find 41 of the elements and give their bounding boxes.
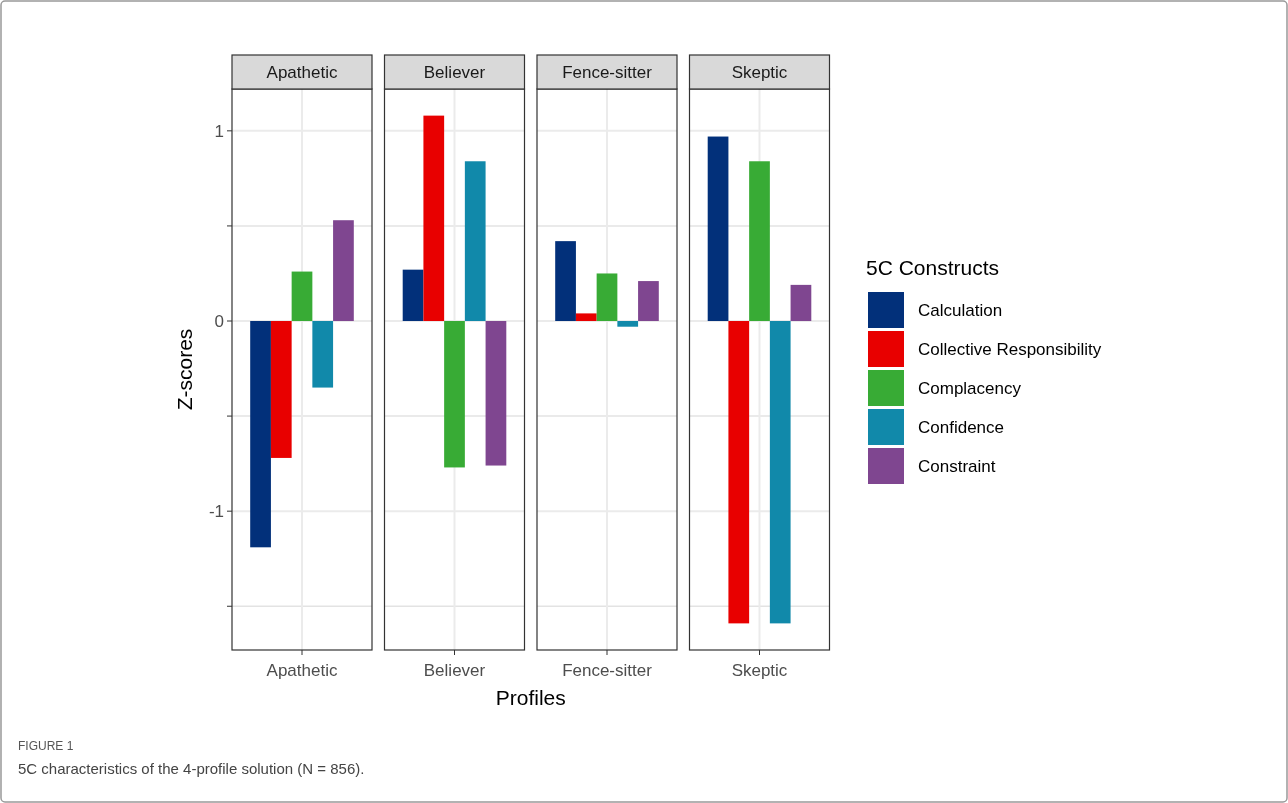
bar [402, 269, 424, 322]
bar [749, 161, 770, 322]
legend-label: Complacency [918, 379, 1022, 398]
x-tick-label: Believer [423, 63, 486, 82]
bar [270, 321, 292, 458]
y-tick-label: 0 [214, 312, 224, 332]
bar [312, 321, 334, 388]
category-label: Apathetic [266, 661, 338, 680]
bar [769, 321, 791, 624]
legend-label: Calculation [918, 301, 1003, 320]
text: 5C characteristics of the 4-profile solution (N = 856). [18, 760, 365, 777]
category-label: Fence-sitter [562, 661, 652, 680]
bar [555, 241, 576, 322]
x-tick-label: Fence-sitter [562, 63, 653, 82]
bar [728, 321, 750, 624]
bar [790, 284, 812, 322]
bar [485, 321, 507, 466]
legend-label: Collective Responsibility [918, 340, 1102, 359]
y-tick-label: -1 [208, 502, 224, 522]
y-tick-label: 1 [214, 121, 224, 141]
x-tick-label: Apathetic [266, 63, 338, 82]
bar [333, 220, 354, 322]
y-axis-title: Z-scores [173, 328, 196, 411]
category-label: Believer [423, 661, 486, 680]
bar [596, 273, 618, 322]
bar [638, 281, 659, 322]
bar [423, 115, 445, 322]
bar [707, 136, 729, 322]
legend-label: Confidence [918, 418, 1005, 437]
bar [444, 321, 465, 468]
bar [575, 313, 597, 322]
x-tick-label: Skeptic [731, 63, 788, 82]
x-axis-title: Profiles [495, 686, 566, 709]
legend-title: 5C Constructs [866, 256, 1000, 279]
bar [464, 161, 486, 322]
legend-label: Constraint [918, 457, 996, 476]
bar [250, 321, 271, 548]
category-label: Skeptic [731, 661, 788, 680]
caption: FIGURE 1 [18, 739, 74, 753]
bar [617, 321, 639, 327]
bar [291, 271, 313, 322]
